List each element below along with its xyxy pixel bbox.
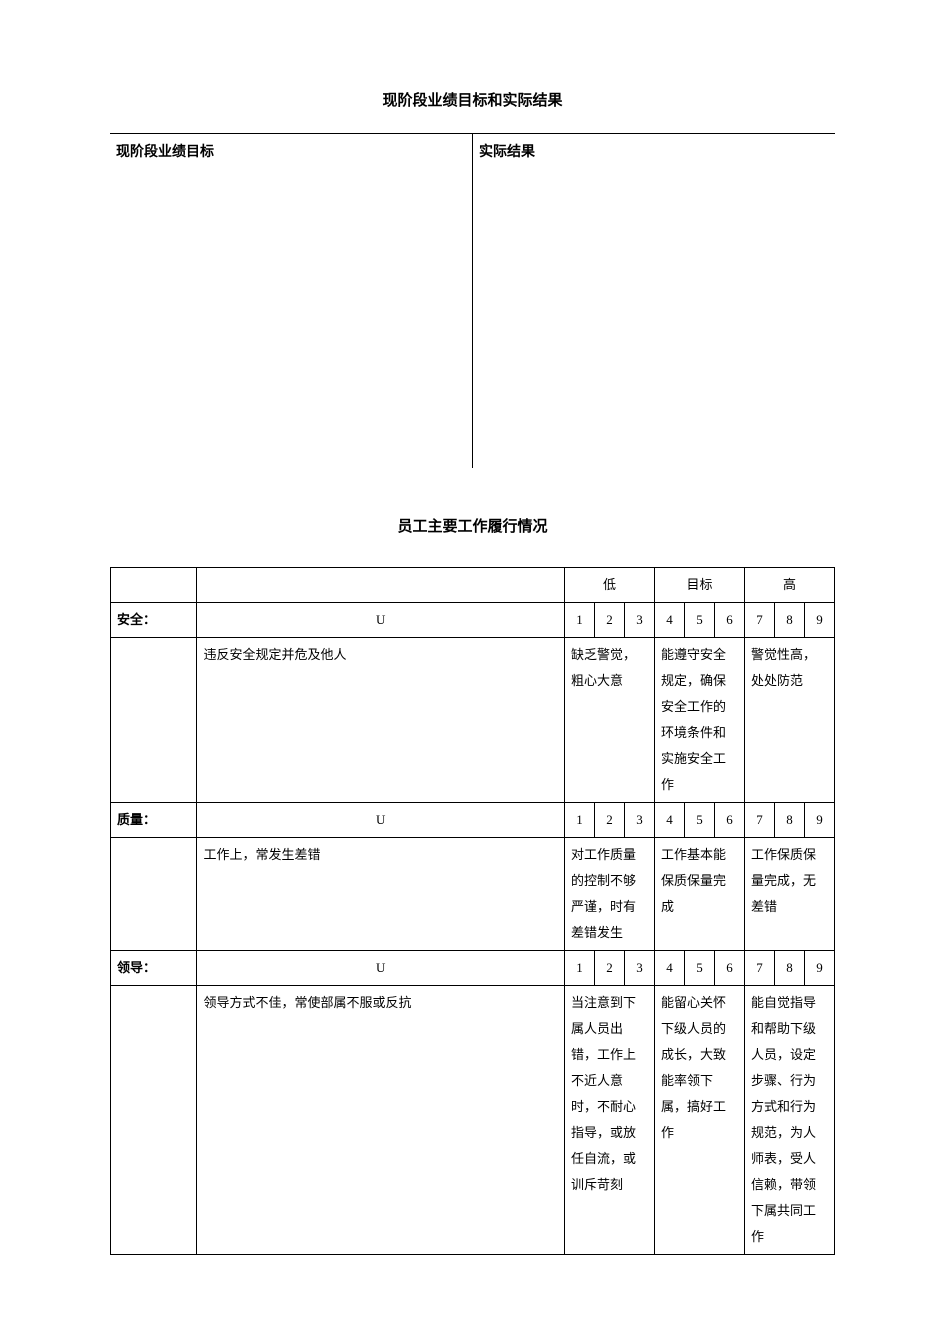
- row1-desc-u: 工作上，常发生差错: [197, 837, 565, 950]
- row1-desc-mid: 工作基本能保质保量完成: [655, 837, 745, 950]
- row2-n6: 6: [715, 950, 745, 985]
- row2-n4: 4: [655, 950, 685, 985]
- rating-desc-row-2: 领导方式不佳，常使部属不服或反抗 当注意到下属人员出错，工作上不近人意时，不耐心…: [111, 985, 835, 1254]
- goals-header: 现阶段业绩目标: [116, 145, 214, 160]
- row2-desc-low: 当注意到下属人员出错，工作上不近人意时，不耐心指导，或放任自流，或训斥苛刻: [565, 985, 655, 1254]
- rating-number-row-2: 领导： U 1 2 3 4 5 6 7 8 9: [111, 950, 835, 985]
- row0-n9: 9: [805, 602, 835, 637]
- row1-desc-high: 工作保质保量完成，无差错: [745, 837, 835, 950]
- target-header: 目标: [655, 567, 745, 602]
- row2-desc-mid: 能留心关怀下级人员的成长，大致能率领下属，搞好工作: [655, 985, 745, 1254]
- row1-n2: 2: [595, 802, 625, 837]
- row2-n3: 3: [625, 950, 655, 985]
- row2-n2: 2: [595, 950, 625, 985]
- row1-n9: 9: [805, 802, 835, 837]
- row1-n4: 4: [655, 802, 685, 837]
- row0-desc-high: 警觉性高，处处防范: [745, 637, 835, 802]
- rating-desc-row-0: 违反安全规定并危及他人 缺乏警觉，粗心大意 能遵守安全规定，确保安全工作的环境条…: [111, 637, 835, 802]
- row2-desc-u: 领导方式不佳，常使部属不服或反抗: [197, 985, 565, 1254]
- row0-desc-mid: 能遵守安全规定，确保安全工作的环境条件和实施安全工作: [655, 637, 745, 802]
- results-header: 实际结果: [479, 145, 535, 160]
- rating-number-row-1: 质量： U 1 2 3 4 5 6 7 8 9: [111, 802, 835, 837]
- row0-n1: 1: [565, 602, 595, 637]
- row0-n8: 8: [775, 602, 805, 637]
- row0-n5: 5: [685, 602, 715, 637]
- row1-n5: 5: [685, 802, 715, 837]
- blank-cell: [111, 567, 197, 602]
- row1-n3: 3: [625, 802, 655, 837]
- row0-n3: 3: [625, 602, 655, 637]
- section1-title: 现阶段业绩目标和实际结果: [110, 90, 835, 113]
- row1-n1: 1: [565, 802, 595, 837]
- row0-label: 安全：: [111, 602, 197, 637]
- results-cell: 实际结果: [473, 133, 836, 468]
- section2-title: 员工主要工作履行情况: [110, 516, 835, 539]
- row2-n5: 5: [685, 950, 715, 985]
- rating-table: 低 目标 高 安全： U 1 2 3 4 5 6 7 8 9 违反安全规定并危及…: [110, 567, 835, 1255]
- row2-desc-high: 能自觉指导和帮助下级人员，设定步骤、行为方式和行为规范，为人师表，受人信赖，带领…: [745, 985, 835, 1254]
- row2-label: 领导：: [111, 950, 197, 985]
- row2-n8: 8: [775, 950, 805, 985]
- goals-cell: 现阶段业绩目标: [110, 133, 473, 468]
- row2-n7: 7: [745, 950, 775, 985]
- row0-n6: 6: [715, 602, 745, 637]
- row1-desc-low: 对工作质量的控制不够严谨，时有差错发生: [565, 837, 655, 950]
- row2-u: U: [197, 950, 565, 985]
- row1-n8: 8: [775, 802, 805, 837]
- row1-label: 质量：: [111, 802, 197, 837]
- row0-n2: 2: [595, 602, 625, 637]
- blank-cell: [111, 837, 197, 950]
- blank-cell: [111, 637, 197, 802]
- high-header: 高: [745, 567, 835, 602]
- row1-u: U: [197, 802, 565, 837]
- row0-n4: 4: [655, 602, 685, 637]
- row2-n1: 1: [565, 950, 595, 985]
- blank-cell: [197, 567, 565, 602]
- goals-results-table: 现阶段业绩目标 实际结果: [110, 133, 835, 469]
- rating-desc-row-1: 工作上，常发生差错 对工作质量的控制不够严谨，时有差错发生 工作基本能保质保量完…: [111, 837, 835, 950]
- rating-group-header: 低 目标 高: [111, 567, 835, 602]
- row2-n9: 9: [805, 950, 835, 985]
- low-header: 低: [565, 567, 655, 602]
- row1-n7: 7: [745, 802, 775, 837]
- row0-desc-low: 缺乏警觉，粗心大意: [565, 637, 655, 802]
- row0-u: U: [197, 602, 565, 637]
- row0-n7: 7: [745, 602, 775, 637]
- row0-desc-u: 违反安全规定并危及他人: [197, 637, 565, 802]
- blank-cell: [111, 985, 197, 1254]
- row1-n6: 6: [715, 802, 745, 837]
- rating-number-row-0: 安全： U 1 2 3 4 5 6 7 8 9: [111, 602, 835, 637]
